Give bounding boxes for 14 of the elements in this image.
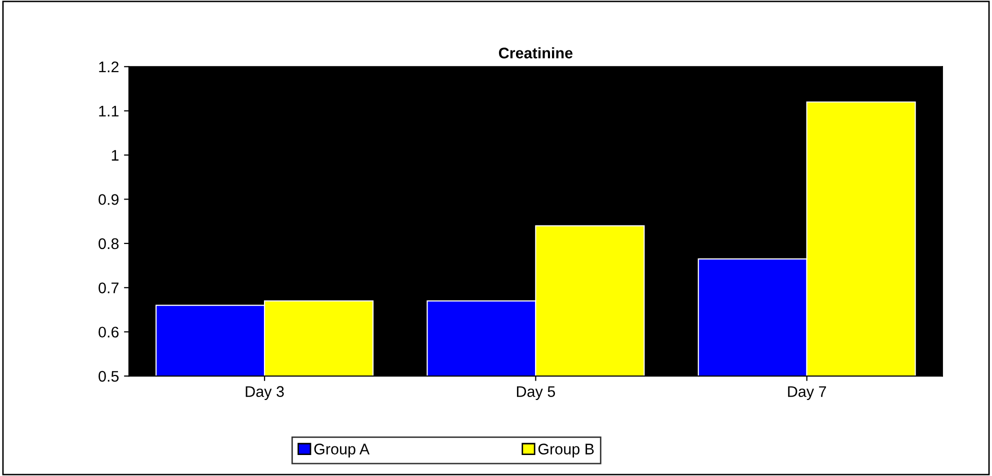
legend-label: Group A [314,444,370,458]
y-tick-label: 1 [112,150,118,161]
y-tick-label: 0.6 [98,326,119,338]
x-tick-label: Day 3 [246,386,284,400]
x-tick-label: Day 7 [788,386,826,400]
y-tick-label: 0.5 [98,370,119,382]
y-tick-label: 0.7 [98,282,118,294]
y-tick-label: 1.2 [99,62,118,72]
legend-label: Group B [538,444,594,458]
chart-title: Creatinine [498,47,573,58]
x-tick-label: Day 5 [516,386,555,400]
y-tick-label: 0.9 [98,194,119,205]
y-tick-label: 1.1 [99,106,118,116]
y-tick-label: 0.8 [98,238,119,250]
